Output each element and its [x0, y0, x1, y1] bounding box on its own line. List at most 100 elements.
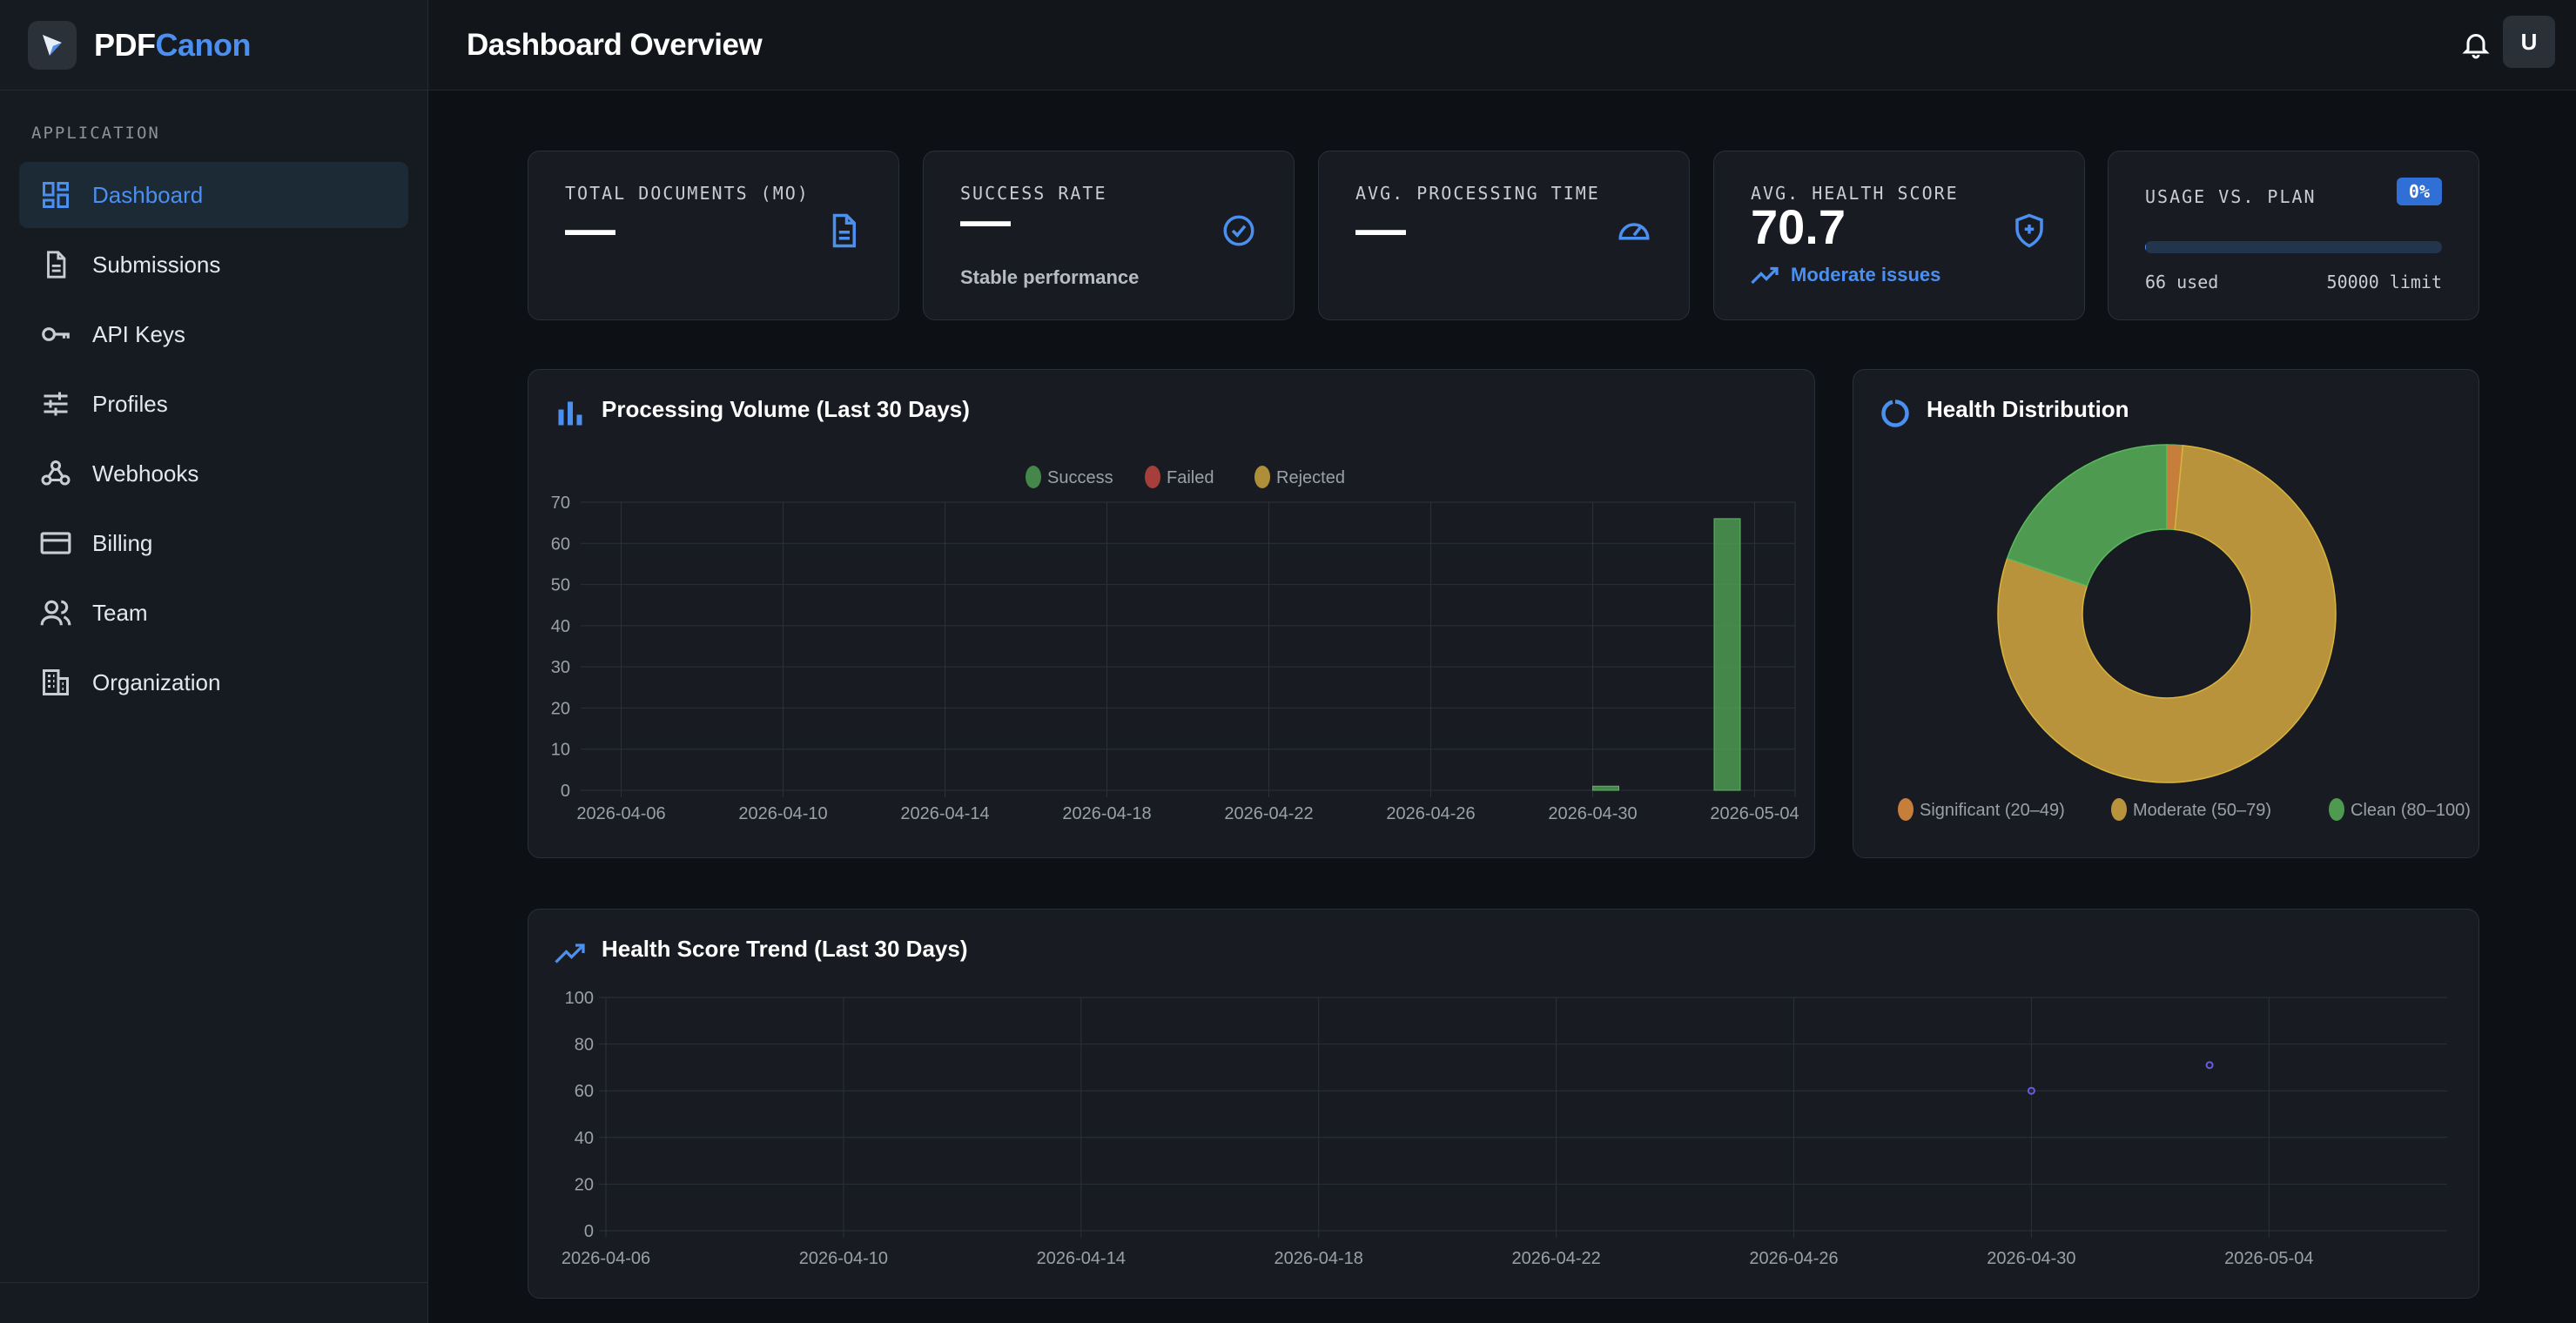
x-tick-label: 2026-04-30 — [1987, 1249, 2075, 1268]
sidebar-item-webhooks[interactable]: Webhooks — [19, 440, 408, 507]
stat-label: USAGE VS. PLAN — [2145, 186, 2317, 207]
sidebar: PDFCanon APPLICATION Dashboard Submissio… — [0, 0, 428, 1323]
document-icon — [832, 213, 856, 248]
x-tick-label: 2026-04-10 — [738, 804, 827, 823]
dashboard-icon — [38, 178, 73, 212]
panel-title: Health Score Trend (Last 30 Days) — [602, 936, 968, 962]
y-tick-label: 40 — [551, 617, 570, 636]
shield-plus-icon — [2015, 213, 2043, 248]
legend-swatch — [1145, 466, 1160, 488]
usage-progress-bar — [2145, 241, 2442, 253]
trending-up-icon — [1751, 266, 1779, 285]
team-icon — [38, 595, 73, 630]
sidebar-item-label: API Keys — [92, 320, 185, 347]
user-avatar[interactable]: U — [2503, 16, 2555, 68]
health-trend-panel: Health Score Trend (Last 30 Days) 0 20 40 6… — [528, 909, 2479, 1299]
brand-logo-icon — [28, 20, 77, 70]
x-tick-label: 2026-04-14 — [900, 804, 989, 823]
stat-label: AVG. HEALTH SCORE — [1751, 183, 1959, 204]
bar — [1592, 785, 1619, 791]
y-tick-label: 50 — [551, 576, 570, 595]
y-tick-label: 40 — [575, 1129, 594, 1148]
top-header: Dashboard Overview U — [428, 0, 2576, 91]
stat-card-processing-time: AVG. PROCESSING TIME — — [1318, 151, 1690, 320]
sidebar-nav: Dashboard Submissions API Keys Profiles … — [0, 162, 427, 715]
stat-value: — — [565, 201, 615, 258]
y-tick-label: 0 — [584, 1222, 594, 1241]
health-trend: Moderate issues — [1751, 263, 1940, 287]
y-tick-label: 70 — [551, 494, 570, 513]
sliders-icon — [38, 386, 73, 421]
document-icon — [38, 247, 73, 282]
sidebar-item-submissions[interactable]: Submissions — [19, 232, 408, 298]
sidebar-item-billing[interactable]: Billing — [19, 510, 408, 576]
sidebar-divider — [0, 1282, 427, 1283]
legend-swatch — [2329, 798, 2344, 821]
bar-chart-icon — [558, 401, 582, 426]
key-icon — [38, 317, 73, 352]
legend-swatch — [2111, 798, 2127, 821]
notifications-bell-icon[interactable] — [2458, 26, 2494, 63]
sidebar-item-label: Dashboard — [92, 181, 204, 208]
sidebar-item-label: Organization — [92, 668, 221, 695]
stat-card-usage: USAGE VS. PLAN 0% 66 used 50000 limit — [2108, 151, 2479, 320]
stat-card-health-score: AVG. HEALTH SCORE 70.7 Moderate issues — [1713, 151, 2085, 320]
stat-card-success-rate: SUCCESS RATE — Stable performance — [923, 151, 1295, 320]
panel-title: Processing Volume (Last 30 Days) — [602, 396, 970, 422]
y-tick-label: 80 — [575, 1036, 594, 1055]
page-title: Dashboard Overview — [467, 27, 763, 62]
nav-section-label: APPLICATION — [31, 124, 160, 143]
x-tick-label: 2026-04-18 — [1062, 804, 1151, 823]
sidebar-item-team[interactable]: Team — [19, 580, 408, 646]
stat-subtext: Stable performance — [960, 266, 1140, 288]
y-tick-label: 30 — [551, 658, 570, 677]
legend-label: Failed — [1167, 468, 1214, 487]
x-tick-label: 2026-04-26 — [1386, 804, 1475, 823]
x-tick-label: 2026-04-22 — [1224, 804, 1313, 823]
legend-label: Significant (20–49) — [1920, 801, 2065, 820]
sidebar-item-api-keys[interactable]: API Keys — [19, 301, 408, 367]
pie-slice — [1997, 445, 2337, 783]
sidebar-item-profiles[interactable]: Profiles — [19, 371, 408, 437]
stat-value: 70.7 — [1751, 199, 1846, 254]
legend-label: Clean (80–100) — [2351, 801, 2471, 820]
stat-label: SUCCESS RATE — [960, 183, 1107, 204]
y-tick-label: 100 — [565, 989, 594, 1008]
pie-slice — [2006, 444, 2168, 588]
usage-used: 66 used — [2145, 272, 2219, 292]
sidebar-item-label: Submissions — [92, 251, 221, 278]
x-tick-label: 2026-04-22 — [1511, 1249, 1600, 1268]
y-tick-label: 60 — [551, 534, 570, 554]
donut-chart-icon — [1881, 400, 1909, 427]
x-tick-label: 2026-05-04 — [1710, 804, 1799, 823]
legend-label: Success — [1047, 468, 1113, 487]
y-tick-label: 10 — [551, 741, 570, 760]
data-point — [2205, 1061, 2214, 1070]
legend-label: Moderate (50–79) — [2133, 801, 2271, 820]
brand-name: PDFCanon — [94, 26, 251, 63]
y-tick-label: 0 — [561, 782, 570, 801]
x-tick-label: 2026-04-14 — [1037, 1249, 1126, 1268]
sidebar-item-label: Team — [92, 599, 148, 626]
sidebar-item-dashboard[interactable]: Dashboard — [19, 162, 408, 228]
sidebar-item-label: Webhooks — [92, 460, 199, 487]
x-tick-label: 2026-04-30 — [1548, 804, 1637, 823]
stat-value: — — [1355, 201, 1406, 258]
x-tick-label: 2026-04-10 — [799, 1249, 888, 1268]
bar — [1713, 518, 1741, 791]
stat-value: — — [960, 192, 1011, 249]
sidebar-item-organization[interactable]: Organization — [19, 649, 408, 715]
speedometer-icon — [1618, 223, 1650, 240]
x-tick-label: 2026-04-26 — [1749, 1249, 1838, 1268]
data-point — [2027, 1086, 2035, 1095]
legend-label: Rejected — [1276, 468, 1345, 487]
brand[interactable]: PDFCanon — [0, 0, 427, 91]
usage-badge: 0% — [2396, 178, 2442, 205]
stat-subtext: Moderate issues — [1791, 264, 1941, 285]
stat-label: TOTAL DOCUMENTS (MO) — [565, 183, 810, 204]
building-icon — [38, 665, 73, 700]
health-distribution-chart: Significant (20–49) Moderate (50–79) Clean… — [1898, 444, 2471, 821]
processing-volume-panel: Processing Volume (Last 30 Days) Success… — [528, 369, 1815, 858]
credit-card-icon — [38, 526, 73, 561]
health-trend-chart: 0 20 40 60 80 100 2026-04-06 2026-04-10 2026-04-… — [562, 989, 2447, 1268]
